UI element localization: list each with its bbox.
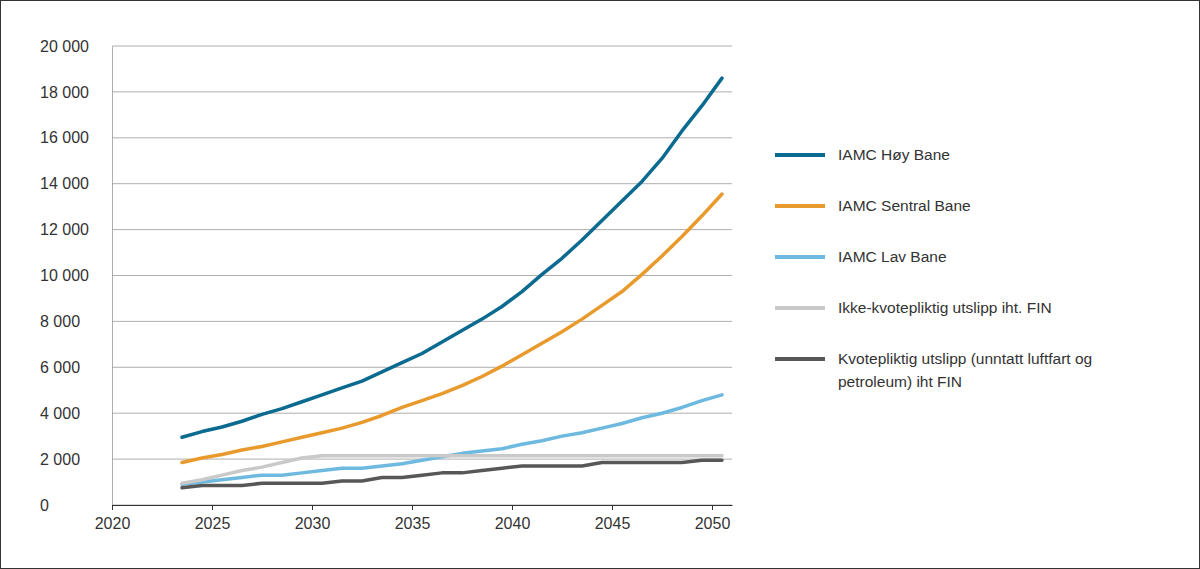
legend-swatch [775,306,825,310]
x-tick-mark [312,505,313,510]
x-tick-label: 2045 [595,515,631,532]
y-tick-label: 8 000 [40,313,80,330]
x-tick: 2025 [195,505,231,532]
frame [1,1,1200,569]
grid-line [112,91,732,92]
x-tick: 2050 [695,505,731,532]
legend-swatch [775,255,825,259]
x-tick: 2035 [395,505,431,532]
x-tick: 2030 [295,505,331,532]
legend-label: IAMC Sentral Bane [838,197,971,214]
y-tick: 18 000 [40,84,112,101]
legend-swatch [775,357,825,361]
x-tick-label: 2035 [395,515,431,532]
x-tick-label: 2030 [295,515,331,532]
y-tick: 6 000 [40,359,112,376]
grid-line [112,505,732,506]
legend-label: Ikke-kvotepliktig utslipp iht. FIN [838,299,1052,316]
legend-entry: IAMC Sentral Bane [775,197,971,214]
y-tick-label: 16 000 [40,129,89,146]
legend-swatch [775,204,825,208]
x-axis: 2020 2025 2030 2035 2040 2045 2050 [95,505,733,532]
y-tick: 12 000 [40,221,112,238]
y-tick-label: 20 000 [40,38,89,55]
x-tick-mark [712,505,713,510]
y-tick: 0 [40,497,112,514]
y-tick: 4 000 [40,405,112,422]
y-axis-line [112,47,113,506]
chart: 0 2 000 4 000 6 000 8 000 10 000 12 000 14 000 1… [0,0,1200,569]
y-tick: 16 000 [40,129,112,146]
grid [112,46,732,505]
legend-label: Kvotepliktig utslipp (unntatt luftfart o… [838,350,1092,390]
y-tick-label: 12 000 [40,221,89,238]
legend-entry: Ikke-kvotepliktig utslipp iht. FIN [775,299,1052,316]
x-tick-mark [412,505,413,510]
y-tick: 8 000 [40,313,112,330]
legend-swatch [775,153,825,157]
grid-line [112,321,732,322]
y-tick: 14 000 [40,175,112,192]
x-tick-label: 2020 [95,515,131,532]
grid-line [112,229,732,230]
x-tick: 2045 [595,505,631,532]
series-line [182,78,722,437]
legend-entry: IAMC Lav Bane [775,248,947,265]
y-tick: 2 000 [40,451,112,468]
x-tick-mark [612,505,613,510]
y-tick-label: 14 000 [40,175,89,192]
lines [182,78,722,488]
y-tick-label: 18 000 [40,84,89,101]
y-tick: 10 000 [40,267,112,284]
y-tick-label: 6 000 [40,359,80,376]
x-tick: 2020 [95,505,131,532]
legend-label: IAMC Lav Bane [838,248,947,265]
legend-entry: IAMC Høy Bane [775,146,950,163]
grid-line [112,413,732,414]
y-tick-label: 0 [40,497,49,514]
legend-label: IAMC Høy Bane [838,146,950,163]
grid-line [112,46,732,47]
y-tick-label: 10 000 [40,267,89,284]
x-tick-mark [212,505,213,510]
x-tick: 2040 [495,505,531,532]
y-axis: 0 2 000 4 000 6 000 8 000 10 000 12 000 14 000 1… [40,38,113,514]
x-axis-line [113,505,733,506]
x-tick-label: 2040 [495,515,531,532]
series-line [182,456,722,484]
series-line [182,194,722,463]
series-line [182,395,722,485]
y-tick-label: 2 000 [40,451,80,468]
x-tick-label: 2025 [195,515,231,532]
y-tick-label: 4 000 [40,405,80,422]
y-tick: 20 000 [40,38,112,55]
legend: IAMC Høy Bane IAMC Sentral Bane IAMC Lav B… [775,146,1092,390]
grid-line [112,367,732,368]
legend-entry: Kvotepliktig utslipp (unntatt luftfart o… [775,350,1092,390]
grid-line [112,137,732,138]
x-tick-mark [512,505,513,510]
series-line [182,460,722,488]
x-tick-mark [112,505,113,510]
x-tick-label: 2050 [695,515,731,532]
